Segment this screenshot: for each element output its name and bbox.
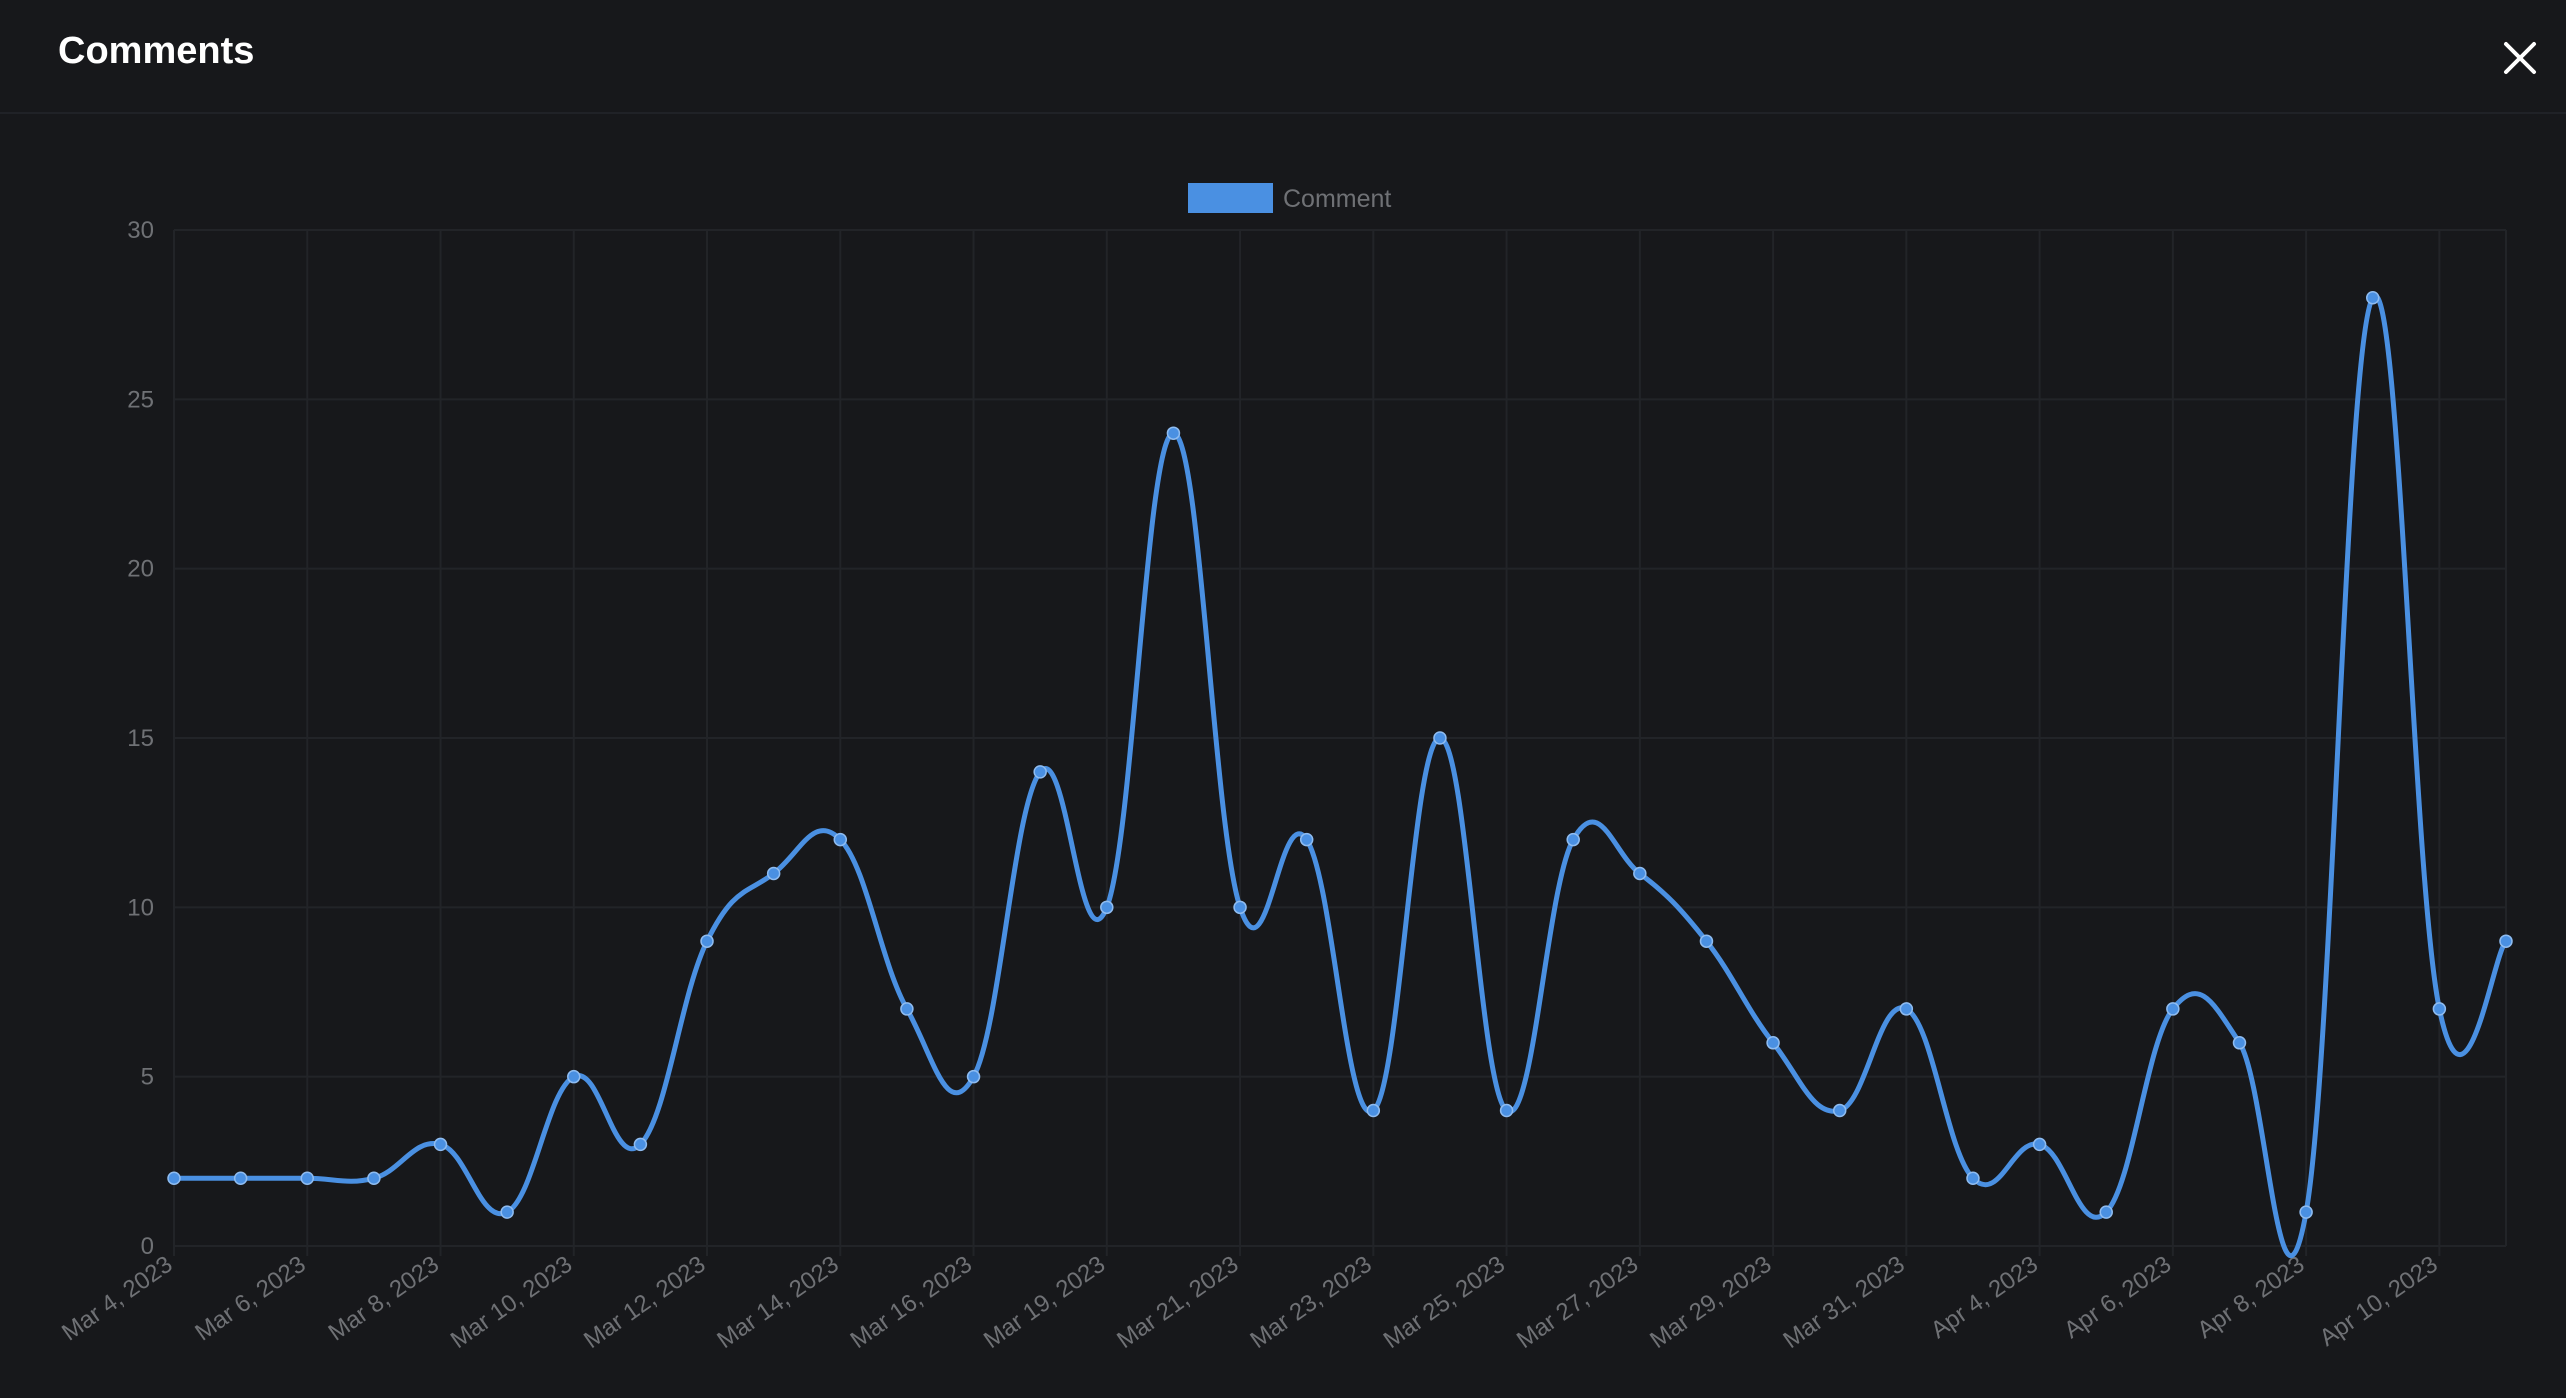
x-tick-label: Apr 8, 2023 [2192, 1251, 2309, 1344]
data-point [700, 934, 714, 948]
modal-header: Comments [0, 0, 2566, 114]
data-point [367, 1171, 381, 1186]
x-tick-label: Mar 29, 2023 [1645, 1251, 1776, 1354]
data-point [2299, 1205, 2313, 1219]
x-tick-label: Apr 4, 2023 [1926, 1251, 2043, 1344]
x-tick-label: Mar 6, 2023 [190, 1251, 310, 1347]
data-point [766, 866, 781, 881]
y-tick-label: 0 [141, 1233, 154, 1260]
data-point [1233, 900, 1247, 915]
data-point [1966, 1171, 1980, 1186]
y-tick-label: 15 [127, 725, 154, 752]
data-point [1899, 1002, 1914, 1016]
data-point [1499, 1103, 1514, 1118]
data-point [233, 1171, 248, 1186]
x-tick-label: Apr 10, 2023 [2315, 1251, 2443, 1352]
data-point [1033, 765, 1047, 779]
legend: Comment [1188, 183, 1391, 213]
data-point [2499, 934, 2513, 948]
x-tick-label: Mar 16, 2023 [846, 1251, 977, 1354]
data-point [2032, 1137, 2047, 1152]
x-tick-label: Mar 19, 2023 [979, 1251, 1110, 1354]
data-point [2166, 1002, 2180, 1016]
y-tick-label: 10 [127, 894, 154, 921]
x-tick-label: Mar 10, 2023 [446, 1251, 577, 1354]
x-tick-label: Mar 31, 2023 [1778, 1251, 1909, 1354]
data-point [567, 1069, 581, 1084]
modal-title: Comments [58, 30, 255, 72]
data-point [1633, 866, 1647, 881]
data-point [1699, 934, 1714, 948]
y-tick-label: 20 [127, 556, 154, 583]
data-point [2432, 1002, 2447, 1016]
data-point [167, 1171, 181, 1186]
x-tick-label: Mar 12, 2023 [579, 1251, 710, 1354]
data-point [633, 1137, 648, 1152]
data-point [833, 832, 848, 847]
data-point [1766, 1036, 1780, 1050]
data-point [1433, 731, 1447, 745]
x-tick-label: Mar 27, 2023 [1512, 1251, 1643, 1354]
x-tick-label: Apr 6, 2023 [2059, 1251, 2176, 1344]
data-point [300, 1171, 315, 1186]
data-point [2365, 290, 2380, 305]
x-tick-label: Mar 8, 2023 [324, 1251, 444, 1347]
legend-swatch [1188, 183, 1273, 213]
data-point [500, 1205, 514, 1219]
data-point [1299, 832, 1314, 847]
data-point [2099, 1205, 2113, 1219]
data-point [2232, 1036, 2247, 1050]
data-point [1366, 1103, 1381, 1118]
data-point [966, 1069, 981, 1084]
data-point [1832, 1103, 1847, 1118]
series-line-comment [171, 293, 2509, 1258]
data-point [1100, 900, 1114, 915]
data-point [1166, 426, 1181, 440]
data-point [433, 1137, 448, 1152]
x-tick-label: Mar 4, 2023 [57, 1251, 177, 1347]
data-point [900, 1002, 914, 1016]
y-tick-label: 5 [141, 1064, 154, 1091]
data-point [1566, 832, 1580, 847]
y-tick-label: 25 [127, 386, 154, 413]
x-tick-label: Mar 14, 2023 [712, 1251, 843, 1354]
x-tick-label: Mar 23, 2023 [1245, 1251, 1376, 1354]
x-tick-label: Mar 25, 2023 [1379, 1251, 1510, 1354]
line-chart: 0 5 10 15 20 25 30 Mar 4, 2023 Mar 6, 2023 Mar 8,… [57, 183, 2513, 1354]
y-tick-label: 30 [127, 217, 154, 244]
legend-label: Comment [1283, 185, 1391, 213]
close-icon[interactable] [2498, 36, 2542, 80]
x-tick-label: Mar 21, 2023 [1112, 1251, 1243, 1354]
